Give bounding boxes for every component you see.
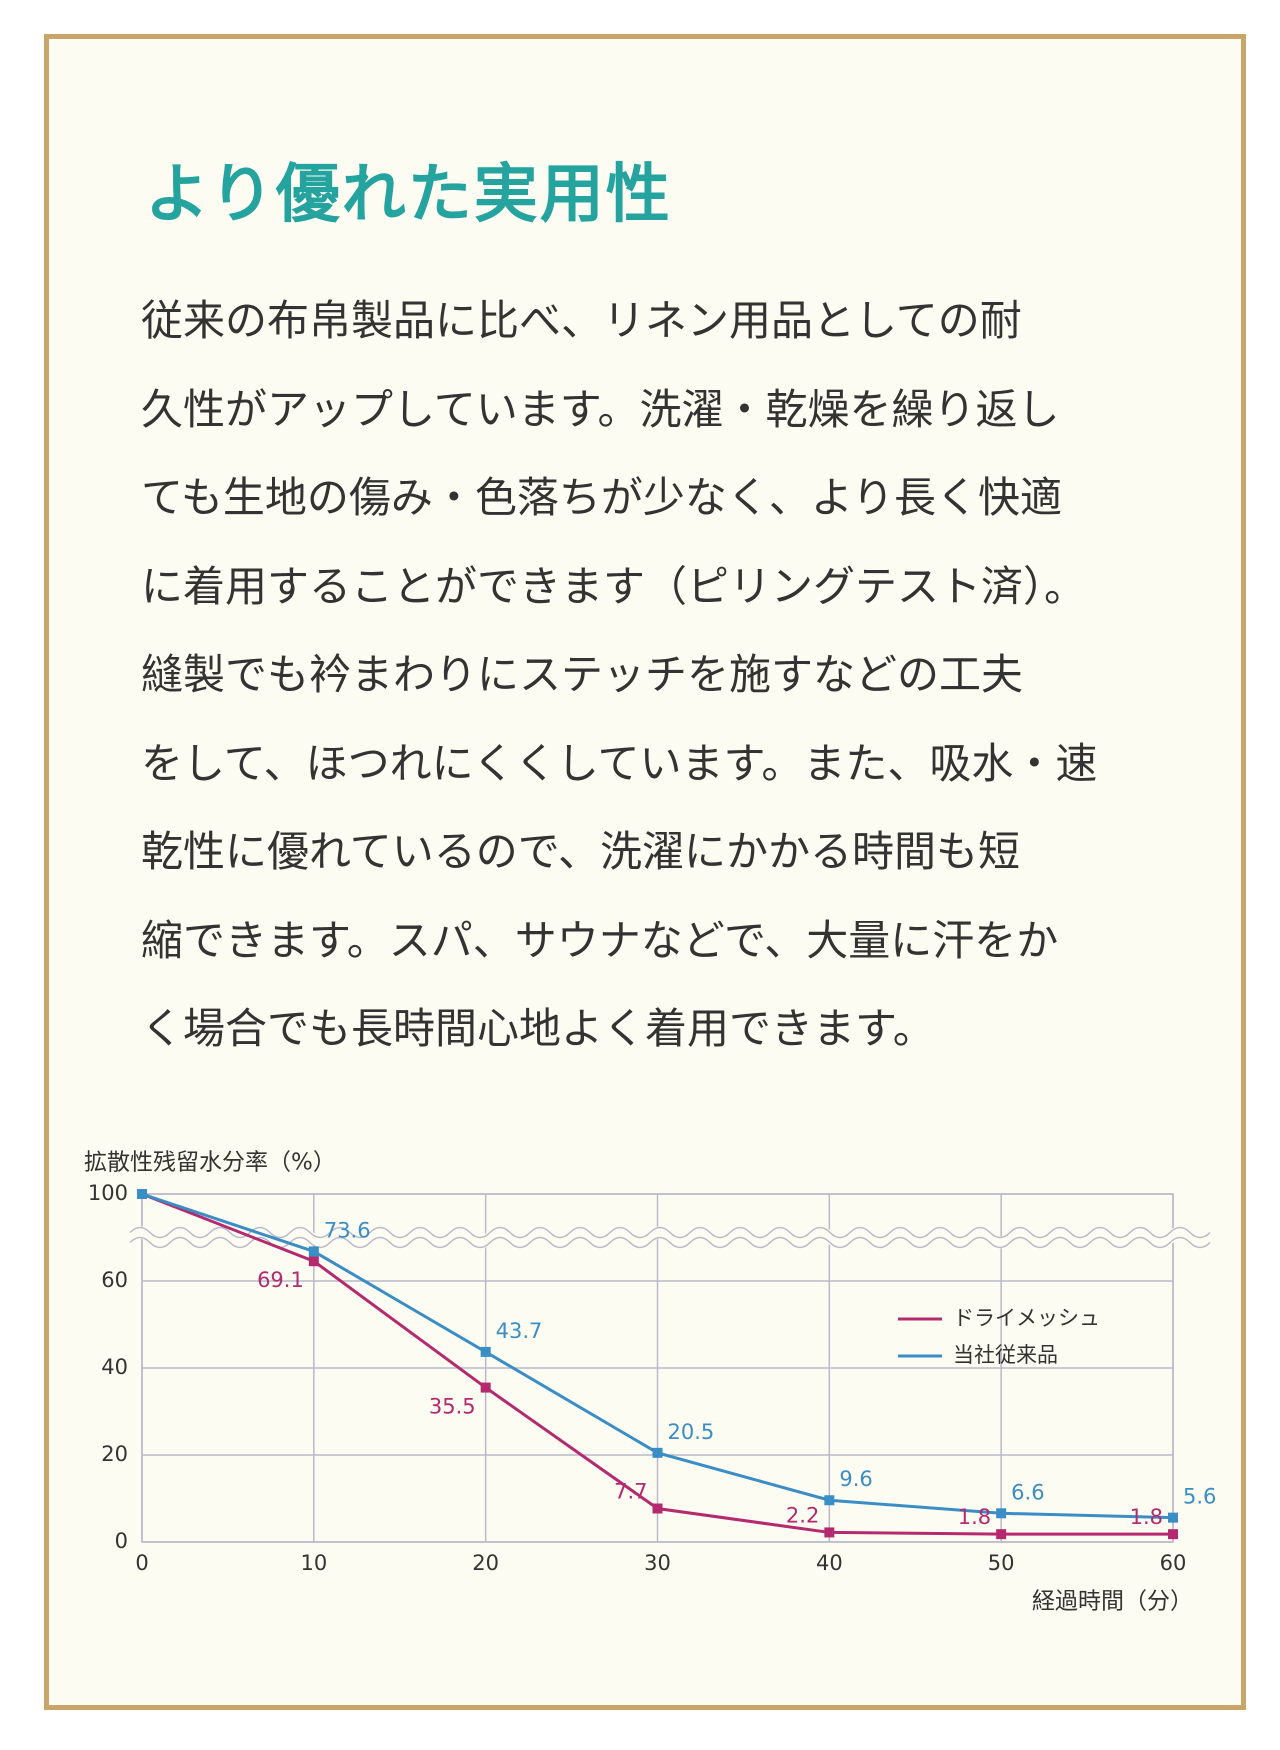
data-label: 2.2 [786,1503,819,1527]
point [824,1527,835,1538]
data-label: 1.8 [1130,1505,1163,1529]
body-line: ても生地の傷み・色落ちが少なく、より長く快適 [141,473,1063,522]
body-line: 縫製でも衿まわりにステッチを施すなどの工夫 [141,650,1024,699]
x-tick-label: 20 [472,1551,499,1575]
legend-label: ドライメッシュ [953,1306,1100,1330]
body-text: 従来の布帛製品に比べ、リネン用品としての耐 久性がアップしています。洗濯・乾燥を繰… [141,277,1097,1074]
axis-break [125,1226,1215,1249]
data-label: 9.6 [839,1467,872,1491]
body-line: 乾性に優れているので、洗濯にかかる時間も短 [141,827,1021,876]
point [996,1529,1007,1540]
x-tick-label: 50 [988,1551,1015,1575]
point [308,1256,319,1267]
title: より優れた実用性 [145,158,672,232]
y-tick-label: 0 [115,1529,128,1553]
body-line: 縮できます。スパ、サウナなどで、大量に汗をか [141,915,1059,965]
point [308,1246,319,1257]
x-tick-label: 10 [300,1551,327,1575]
legend-label: 当社従来品 [953,1343,1058,1367]
x-tick-label: 30 [644,1551,671,1575]
y-tick-label: 60 [101,1268,128,1292]
body-line: く場合でも長時間心地よく着用できます。 [141,1004,935,1053]
x-tick-label: 0 [135,1551,148,1575]
point [480,1382,491,1393]
body-line: 従来の布帛製品に比べ、リネン用品としての耐 [141,296,1022,345]
point [480,1346,491,1357]
data-label: 7.7 [614,1480,647,1504]
data-label: 6.6 [1011,1480,1044,1504]
body-line: に着用することができます（ピリングテスト済）。 [141,561,1087,611]
body-line: をして、ほつれにくくしています。また、吸水・速 [141,738,1098,788]
point [652,1447,663,1458]
point [1168,1529,1178,1540]
data-label: 20.5 [668,1420,715,1444]
x-tick-label: 40 [816,1551,843,1575]
y-tick-label: 40 [101,1355,128,1379]
body-line: 久性がアップしています。洗濯・乾燥を繰り返し [141,384,1060,434]
x-axis-label: 経過時間（分） [1032,1589,1193,1615]
y-axis-label: 拡散性残留水分率（%） [84,1150,336,1176]
point [996,1508,1007,1519]
data-label: 69.1 [257,1268,304,1292]
axis-break [129,1236,1211,1249]
y-tick-label: 100 [88,1181,128,1205]
data-label: 73.6 [324,1218,371,1242]
point [137,1189,147,1199]
point [1168,1512,1178,1523]
data-label: 5.6 [1183,1485,1216,1509]
data-label: 35.5 [429,1395,476,1419]
point [824,1495,835,1506]
point [652,1503,663,1514]
data-label: 43.7 [496,1319,543,1343]
y-tick-label: 20 [101,1442,128,1466]
x-tick-label: 60 [1160,1551,1187,1575]
axis-break [129,1226,1211,1239]
data-label: 1.8 [958,1505,991,1529]
